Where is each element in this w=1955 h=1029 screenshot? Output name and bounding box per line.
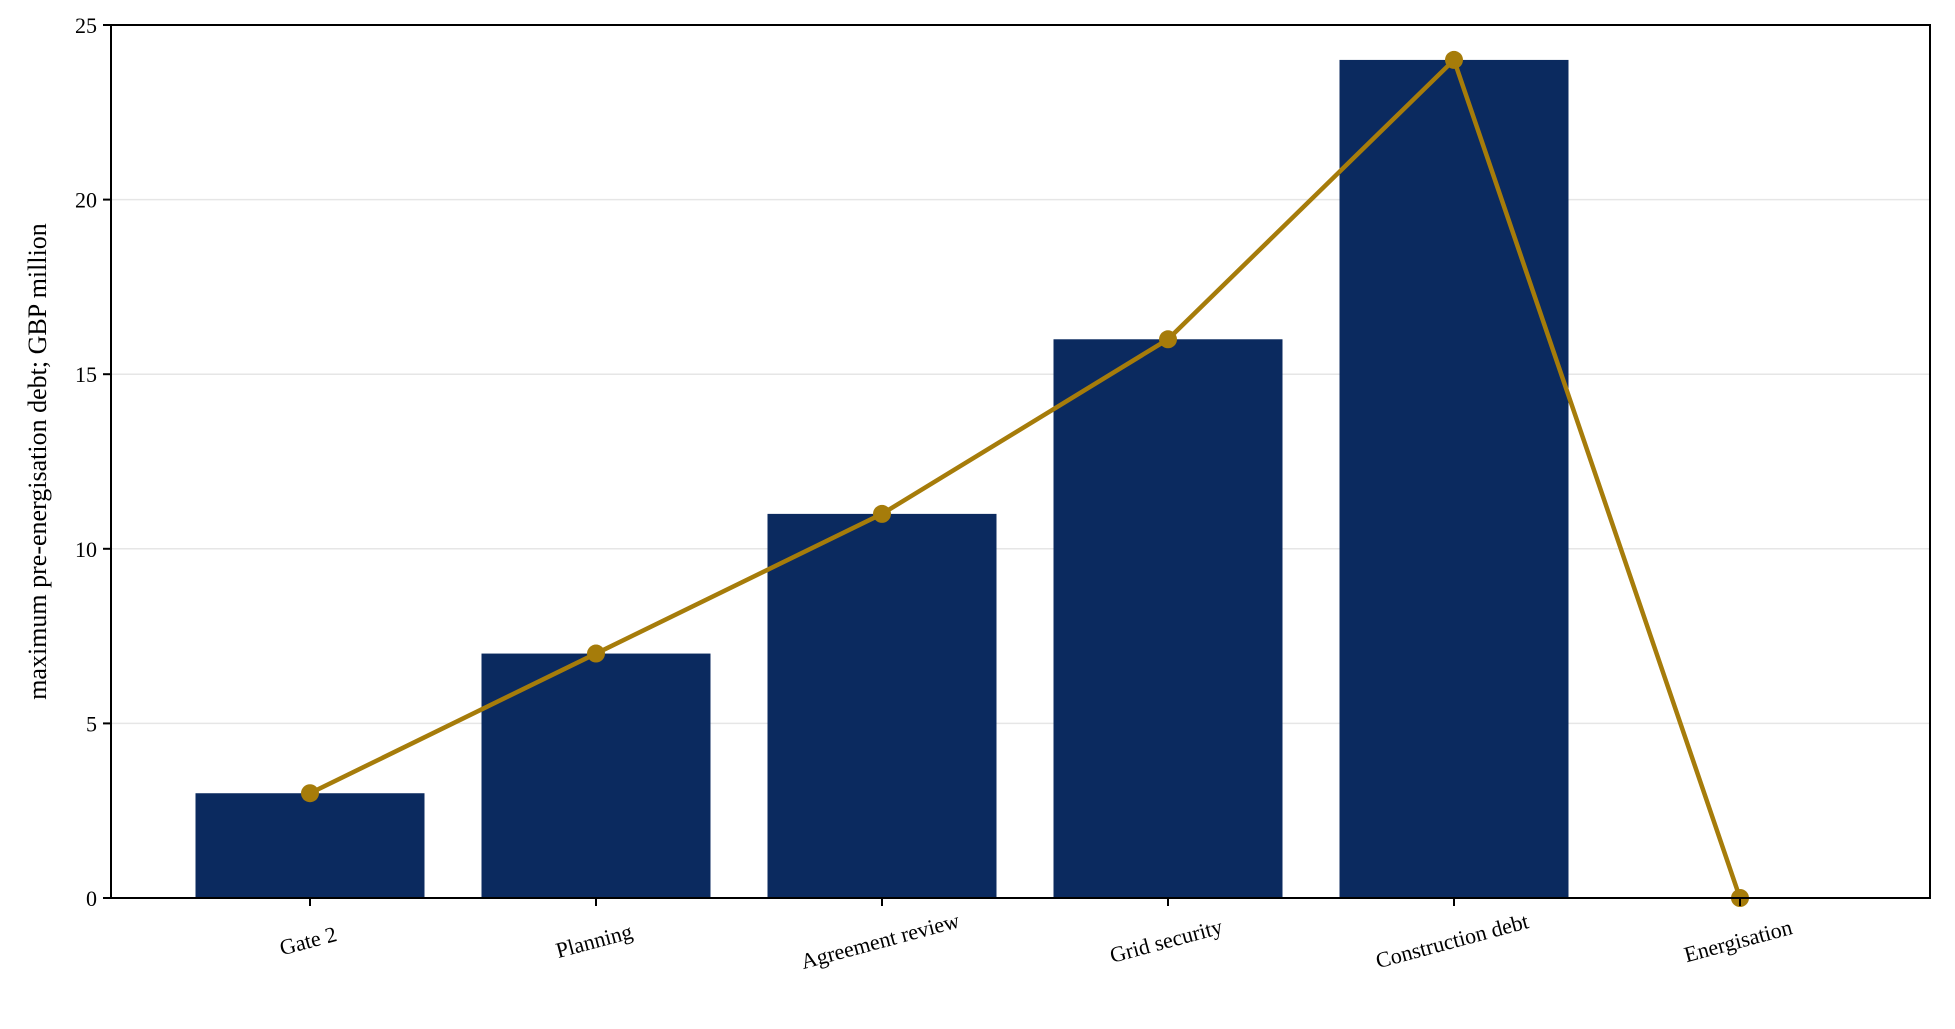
bar xyxy=(1339,59,1569,899)
axes-layer xyxy=(103,24,1931,906)
x-tick-label: Planning xyxy=(553,919,635,963)
x-tick-label: Construction debt xyxy=(1373,908,1531,973)
plot-frame xyxy=(110,24,1931,899)
line-layer xyxy=(301,50,1749,907)
line-point xyxy=(301,784,319,803)
bar xyxy=(195,793,425,898)
y-axis-label: maximum pre-energisation debt; GBP milli… xyxy=(23,223,52,700)
y-tick-label: 15 xyxy=(75,362,97,387)
y-tick-label: 0 xyxy=(86,886,97,911)
y-tick-label: 5 xyxy=(86,711,97,736)
x-tick-label: Agreement review xyxy=(798,908,962,974)
line-series xyxy=(309,55,1743,899)
bar xyxy=(1053,339,1283,898)
bar xyxy=(481,653,711,898)
y-tick-label: 10 xyxy=(75,537,97,562)
line-point xyxy=(587,644,605,663)
x-tick-label: Gate 2 xyxy=(277,921,340,960)
grid-layer xyxy=(111,198,1930,725)
y-tick-label: 20 xyxy=(75,188,97,213)
bar xyxy=(767,513,997,898)
y-tick-label: 25 xyxy=(75,13,97,38)
bars-layer xyxy=(195,59,1569,899)
x-tick-label: Energisation xyxy=(1681,914,1794,967)
x-tick-label: Grid security xyxy=(1107,914,1225,968)
line-point xyxy=(1159,330,1177,349)
line-point xyxy=(1445,50,1463,69)
line-point xyxy=(873,504,891,523)
